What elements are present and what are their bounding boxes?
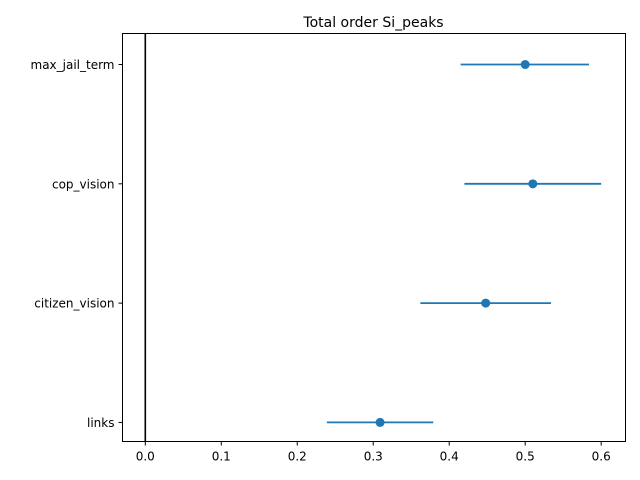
x-tick-label: 0.4 — [440, 450, 459, 464]
data-point — [520, 60, 530, 70]
plot-area: 0.0 0.1 0.2 0.3 0.4 0.5 0.6 max_jail_term cop_vi… — [31, 33, 611, 464]
axes-frame — [122, 33, 626, 442]
x-tick-label: 0.5 — [516, 450, 535, 464]
x-tick-label: 0.6 — [592, 450, 611, 464]
y-tick-label: citizen_vision — [34, 297, 114, 311]
y-tick-label: max_jail_term — [31, 58, 115, 72]
data-point — [481, 298, 491, 308]
y-tick-label: links — [87, 416, 114, 430]
x-tick-label: 0.0 — [136, 450, 155, 464]
data-point — [375, 417, 385, 427]
chart-title: Total order Si_peaks — [302, 15, 443, 31]
y-tick-label: cop_vision — [52, 177, 115, 191]
x-tick-label: 0.2 — [288, 450, 307, 464]
x-tick-label: 0.1 — [212, 450, 231, 464]
x-tick-label: 0.3 — [364, 450, 383, 464]
data-point — [528, 179, 538, 189]
